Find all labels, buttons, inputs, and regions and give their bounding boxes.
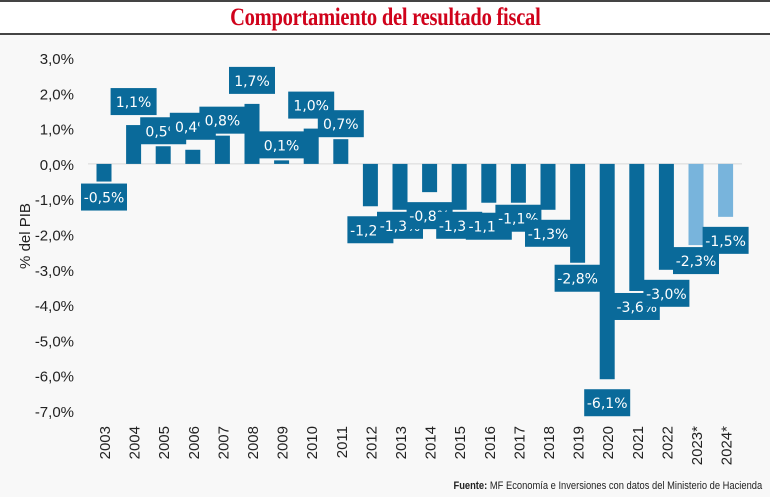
bar-2023* <box>688 163 704 246</box>
bar-2018 <box>540 163 556 210</box>
y-tick-label: 1,0% <box>40 122 74 139</box>
x-tick-label: 2007 <box>215 426 232 459</box>
x-tick-label: 2005 <box>156 426 173 459</box>
x-tick-label: 2022 <box>659 426 676 459</box>
x-tick-label: 2024* <box>719 426 736 465</box>
source-text: MF Economía e Inversiones con datos del … <box>489 480 762 492</box>
data-label: 0,7% <box>323 117 359 133</box>
y-tick-label: -4,0% <box>35 298 74 315</box>
bar-2003 <box>96 163 112 182</box>
y-tick-label: -6,0% <box>35 369 74 386</box>
bar-2012 <box>362 163 378 207</box>
bar-2008 <box>244 103 260 164</box>
x-tick-label: 2018 <box>541 426 558 459</box>
x-tick-label: 2010 <box>304 426 321 459</box>
y-tick-label: -1,0% <box>35 192 74 209</box>
bar-2006 <box>185 149 201 164</box>
bar-2021 <box>629 163 645 291</box>
x-tick-label: 2017 <box>511 426 528 459</box>
x-tick-label: 2016 <box>482 426 499 459</box>
x-axis-ticks: 2003 2004 2005 2006 2007 2008 2009 2010 2011 2012… <box>97 426 736 465</box>
data-label: -2,3% <box>676 254 717 270</box>
data-label: -0,5% <box>84 191 125 207</box>
data-label: 0,1% <box>264 138 300 154</box>
y-axis-ticks: 3,0% 2,0% 1,0% 0,0% -1,0% -2,0% -3,0% -4,0% -5,0… <box>35 51 74 421</box>
x-tick-label: 2020 <box>600 426 617 459</box>
x-tick-label: 2021 <box>630 426 647 459</box>
source-note: Fuente: MF Economía e Inversiones con da… <box>453 480 762 492</box>
bar-2022 <box>658 163 674 270</box>
data-label-box <box>229 66 275 94</box>
y-tick-label: 0,0% <box>40 157 74 174</box>
bar-2015 <box>451 163 467 210</box>
data-label-box <box>317 110 364 138</box>
y-tick-label: -2,0% <box>35 228 74 245</box>
source-label: Fuente: <box>453 480 488 492</box>
data-label: 0,8% <box>205 114 241 130</box>
data-label: 1,1% <box>116 95 152 111</box>
x-tick-label: 2004 <box>127 426 144 459</box>
bars <box>96 103 734 380</box>
x-tick-label: 2014 <box>423 426 440 459</box>
data-label: 1,7% <box>234 74 270 90</box>
y-tick-label: -3,0% <box>35 263 74 280</box>
y-axis-label: % del PIB <box>17 203 34 269</box>
x-tick-label: 2006 <box>186 426 203 459</box>
bar-2014 <box>422 163 438 193</box>
y-tick-label: 2,0% <box>40 86 74 103</box>
x-tick-label: 2003 <box>97 426 114 459</box>
bar-2011 <box>333 139 349 164</box>
data-label: -2,8% <box>557 272 598 288</box>
data-labels: -0,5%1,1%0,5%0,4%0,8%1,7%0,1%1,0%0,7%-1,… <box>81 66 749 417</box>
y-tick-label: 3,0% <box>40 51 74 68</box>
bar-2017 <box>510 163 526 203</box>
data-label: -1,5% <box>705 234 746 250</box>
x-tick-label: 2011 <box>334 426 351 458</box>
data-label-box <box>258 131 305 159</box>
data-label-box <box>199 106 246 134</box>
data-label-box <box>110 88 157 116</box>
title-bar: Comportamiento del resultado fiscal <box>0 0 770 35</box>
data-label-box <box>525 219 571 247</box>
data-label-box <box>584 389 631 417</box>
x-tick-label: 2012 <box>363 426 380 459</box>
bar-2005 <box>155 146 171 164</box>
data-label-box <box>554 264 601 292</box>
y-tick-label: -7,0% <box>35 404 74 421</box>
x-tick-label: 2019 <box>571 426 588 459</box>
bar-2013 <box>392 163 408 210</box>
x-tick-label: 2008 <box>245 426 262 459</box>
bar-2010 <box>303 128 319 164</box>
x-tick-label: 2023* <box>689 426 706 465</box>
bar-2009 <box>274 160 290 164</box>
bar-2019 <box>570 163 586 263</box>
bar-2007 <box>214 135 230 164</box>
x-tick-label: 2009 <box>275 426 292 459</box>
data-label-box <box>702 226 749 254</box>
bar-2024* <box>718 163 734 217</box>
x-tick-label: 2013 <box>393 426 410 459</box>
x-tick-label: 2015 <box>452 426 469 459</box>
chart-title: Comportamiento del resultado fiscal <box>229 4 541 31</box>
data-label-box <box>643 279 690 307</box>
y-tick-label: -5,0% <box>35 333 74 350</box>
data-label: -1,3% <box>528 227 569 243</box>
bar-2004 <box>126 125 142 164</box>
bar-2020 <box>599 163 615 380</box>
data-label-box <box>81 183 127 211</box>
data-label: -3,0% <box>646 287 687 303</box>
data-label: -6,1% <box>587 396 628 412</box>
bar-2016 <box>481 163 497 203</box>
